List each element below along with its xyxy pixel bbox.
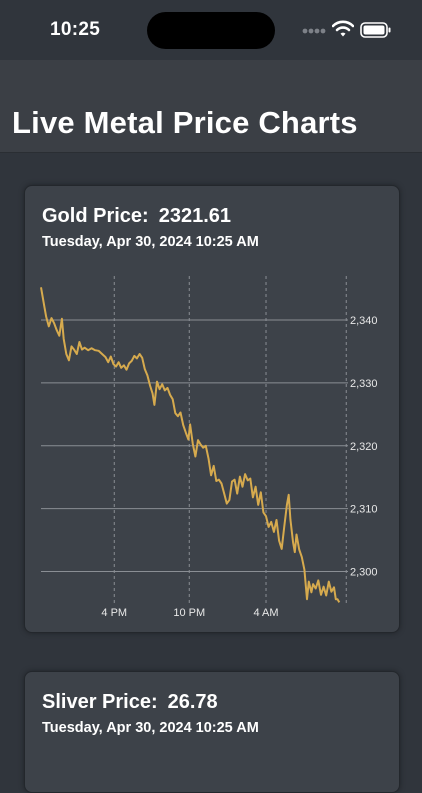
y-tick-label: 2,300 [350,567,378,579]
silver-price-label: Sliver Price: [42,691,158,713]
silver-price-date: Tuesday, Apr 30, 2024 10:25 AM [42,720,259,736]
y-tick-label: 2,310 [350,504,378,516]
y-tick-label: 2,320 [350,441,378,453]
y-tick-label: 2,340 [350,315,378,327]
x-tick-label: 4 PM [101,607,127,619]
gold-price-date: Tuesday, Apr 30, 2024 10:25 AM [42,234,259,250]
gold-price-label: Gold Price: [42,205,149,227]
gold-price-line [40,287,341,603]
wifi-icon [332,20,354,37]
status-time: 10:25 [50,19,101,40]
cellular-signal-icon [302,28,326,34]
gold-price-value: 2321.61 [158,205,231,227]
dynamic-island [147,12,275,49]
x-tick-label: 10 PM [173,607,205,619]
gold-price-chart: 2,300 2,310 2,320 2,330 2,340 4 PM 10 PM 4 AM [40,276,378,619]
navigation-header [0,60,422,153]
gold-price-card: Gold Price: 2321.61 Tuesday, Apr 30, 2024… [24,185,400,633]
status-bar: 10:25 [0,0,422,60]
battery-icon [360,22,391,38]
y-tick-label: 2,330 [350,378,378,390]
silver-price-card: Sliver Price: 26.78 Tuesday, Apr 30, 2024… [24,671,400,793]
gold-price-row: Gold Price: 2321.61 [42,205,231,228]
page-title: Live Metal Price Charts [12,105,358,140]
silver-price-row: Sliver Price: 26.78 [42,691,218,714]
x-tick-label: 4 AM [253,607,278,619]
silver-price-value: 26.78 [167,691,218,713]
